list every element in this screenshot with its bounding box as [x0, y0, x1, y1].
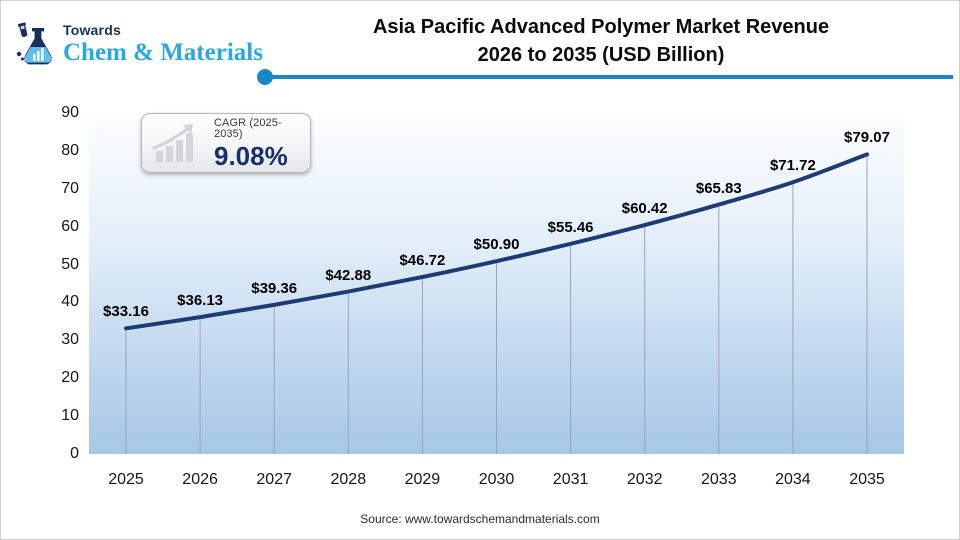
x-tick-label: 2025: [108, 471, 144, 488]
data-label: $79.07: [844, 129, 890, 147]
y-tick-label: 0: [70, 445, 79, 462]
data-label: $33.16: [103, 303, 149, 321]
x-tick-label: 2035: [849, 471, 885, 488]
brand-top-text: Towards: [63, 22, 121, 38]
data-label: $39.36: [251, 279, 298, 297]
x-tick-label: 2034: [775, 471, 811, 488]
y-tick-label: 60: [61, 217, 79, 235]
source-note: Source: www.towardschemandmaterials.com: [360, 512, 600, 526]
cagr-label: CAGR (2025-2035): [214, 116, 282, 140]
y-tick-label: 20: [61, 369, 79, 387]
brand-logo: Towards Chem & Materials: [15, 21, 263, 67]
title-line-1: Asia Pacific Advanced Polymer Market Rev…: [372, 16, 830, 38]
title-underline-rule: [257, 69, 953, 85]
growth-bars-icon: [152, 124, 193, 162]
data-label: $46.72: [399, 251, 446, 269]
x-tick-label: 2032: [626, 471, 663, 488]
page-title: Asia Pacific Advanced Polymer Market Rev…: [281, 13, 921, 69]
x-tick-label: 2030: [478, 471, 515, 488]
data-label: $50.90: [473, 236, 520, 254]
x-tick-label: 2033: [701, 471, 737, 488]
cagr-value: 9.08%: [214, 140, 288, 171]
x-tick-label: 2029: [404, 471, 441, 488]
x-tick-label: 2028: [330, 471, 367, 488]
flask-icon: [16, 22, 52, 65]
y-tick-label: 80: [61, 141, 79, 159]
revenue-curve: [124, 152, 869, 331]
cagr-badge: CAGR (2025-2035) 9.08%: [141, 113, 311, 173]
data-label: $36.13: [177, 292, 224, 310]
title-line-2: 2026 to 2035 (USD Billion): [477, 44, 725, 66]
y-tick-label: 90: [61, 104, 79, 121]
data-label: $55.46: [547, 218, 594, 236]
rule-dot: [257, 69, 273, 85]
data-label: $65.83: [695, 179, 742, 197]
y-tick-label: 10: [61, 407, 79, 425]
y-tick-label: 50: [61, 255, 79, 273]
y-tick-label: 40: [61, 293, 79, 311]
y-tick-label: 30: [61, 331, 79, 349]
y-tick-label: 70: [61, 179, 79, 197]
x-tick-label: 2027: [256, 471, 292, 488]
brand-name-text: Chem & Materials: [63, 39, 263, 66]
x-tick-label: 2031: [552, 471, 589, 488]
data-label: $42.88: [325, 266, 372, 284]
data-label: $60.42: [621, 200, 668, 218]
data-label: $71.72: [769, 157, 816, 175]
revenue-line-chart: [124, 152, 869, 454]
x-tick-label: 2026: [182, 471, 218, 488]
